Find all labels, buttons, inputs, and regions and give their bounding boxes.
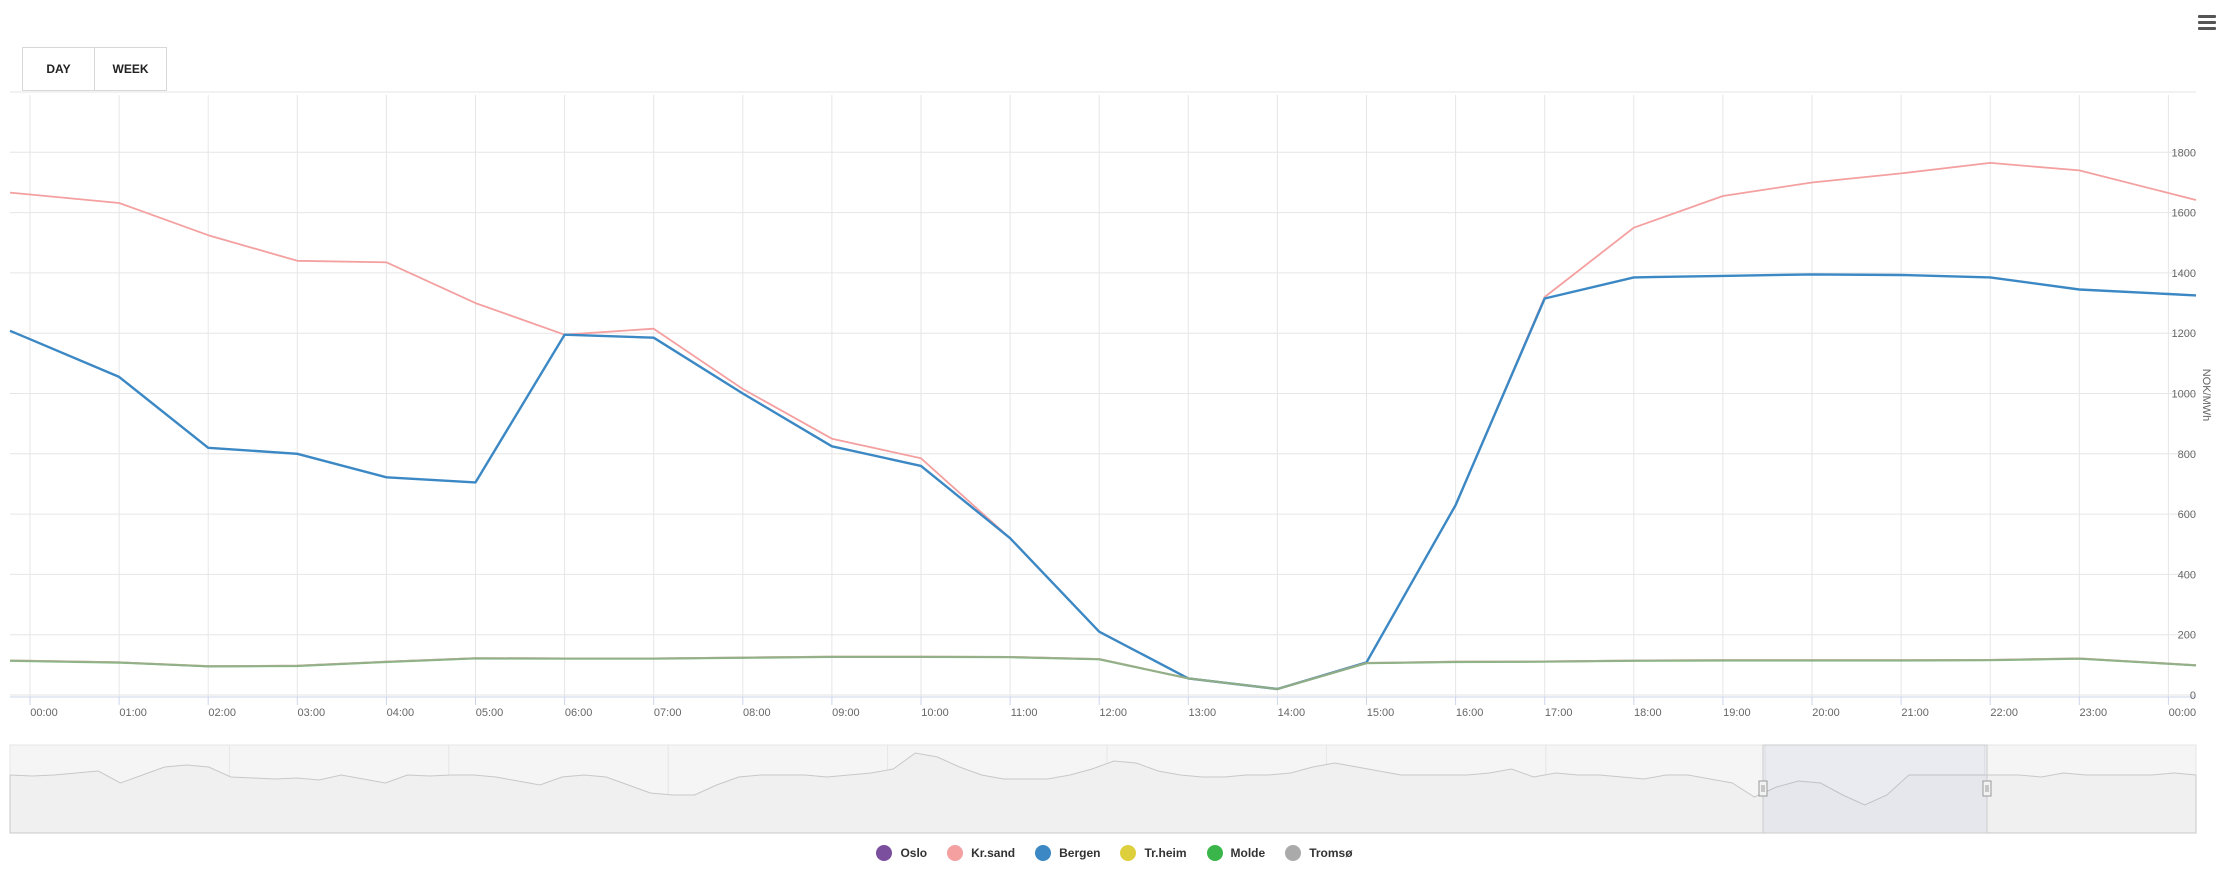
navigator[interactable]: 4 Jun5 Jun6 Jun7 Jun8 Jun9 Jun10 Jun11 J… (9, 744, 2197, 834)
series-line-krsand[interactable] (9, 161, 2197, 690)
legend-item-molde[interactable]: Molde (1206, 845, 1266, 861)
x-tick-label: 07:00 (654, 707, 682, 719)
day-button[interactable]: DAY (22, 47, 95, 91)
x-tick-label: 20:00 (1812, 707, 1840, 719)
legend-marker-icon (1120, 845, 1137, 861)
y-tick-label: 800 (2178, 449, 2196, 461)
x-tick-label: 01:00 (119, 707, 147, 719)
legend-label: Oslo (900, 846, 928, 860)
legend-label: Kr.sand (971, 846, 1016, 860)
x-tick-label: 06:00 (565, 707, 593, 719)
legend-label: Molde (1230, 846, 1266, 860)
x-tick-label: 11:00 (1011, 707, 1038, 719)
grid (10, 91, 2196, 697)
y-axis: 0 200 400 600 800 1000 1200 1400 1600 1800 (2172, 147, 2196, 702)
navigator-handle-right[interactable] (1982, 780, 1992, 797)
y-tick-label: 1000 (2172, 389, 2196, 401)
x-tick-label: 04:00 (387, 707, 415, 719)
series-line-bergen[interactable] (9, 273, 2197, 691)
x-tick-label: 16:00 (1456, 707, 1484, 719)
legend-item-oslo[interactable]: Oslo (876, 845, 927, 861)
y-tick-label: 1200 (2172, 328, 2196, 340)
y-tick-label: 1800 (2172, 147, 2196, 159)
x-tick-label: 03:00 (298, 707, 326, 719)
y-tick-label: 0 (2190, 690, 2196, 702)
legend-marker-icon (1285, 845, 1302, 861)
drag-handle-icon[interactable] (1982, 780, 1992, 797)
x-tick-label: 13:00 (1189, 707, 1217, 719)
x-tick-label: 00:00 (2169, 707, 2197, 719)
x-tick-label: 18:00 (1634, 707, 1662, 719)
x-tick-label: 23:00 (2080, 707, 2108, 719)
legend-item-troms[interactable]: Tromsø (1285, 845, 1353, 861)
navigator-selection[interactable] (1762, 744, 1988, 834)
hamburger-icon (2198, 15, 2216, 18)
navigator-handle-left[interactable] (1758, 780, 1768, 797)
x-tick-label: 02:00 (208, 707, 236, 719)
drag-handle-icon[interactable] (1758, 780, 1768, 797)
x-tick-label: 14:00 (1278, 707, 1306, 719)
legend-label: Tromsø (1309, 846, 1353, 860)
legend-marker-icon (1035, 845, 1052, 861)
legend-item-trheim[interactable]: Tr.heim (1120, 845, 1187, 861)
y-tick-label: 200 (2178, 630, 2196, 642)
x-axis: 00:00 01:00 02:00 03:00 04:00 05:00 06:00 07:00… (10, 696, 2197, 719)
x-tick-label: 19:00 (1723, 707, 1751, 719)
legend-item-krsand[interactable]: Kr.sand (947, 845, 1015, 861)
x-tick-label: 15:00 (1367, 707, 1395, 719)
y-tick-label: 1400 (2172, 268, 2196, 280)
y-tick-label: 1600 (2172, 208, 2196, 220)
legend-marker-icon (876, 845, 893, 861)
x-tick-label: 22:00 (1990, 707, 2018, 719)
x-tick-label: 21:00 (1901, 707, 1929, 719)
legend-marker-icon (1206, 845, 1223, 861)
hamburger-icon-bar (2198, 27, 2216, 30)
navigator-series-area (9, 752, 2197, 834)
x-tick-label: 17:00 (1545, 707, 1573, 719)
legend-marker-icon (947, 845, 964, 861)
week-button[interactable]: WEEK (95, 47, 167, 91)
legend-item-bergen[interactable]: Bergen (1035, 845, 1100, 861)
x-tick-label: 05:00 (476, 707, 504, 719)
x-tick-label: 00:00 (30, 707, 58, 719)
chart-menu-button[interactable] (2196, 12, 2218, 34)
series-line-molde[interactable] (9, 656, 2197, 690)
y-tick-label: 400 (2178, 569, 2196, 581)
legend-label: Tr.heim (1144, 846, 1187, 860)
range-selector: DAY WEEK (22, 47, 167, 91)
y-tick-label: 600 (2178, 509, 2196, 521)
series-line-troms[interactable] (9, 655, 2197, 690)
hamburger-icon-bar (2198, 21, 2216, 24)
x-tick-label: 09:00 (832, 707, 860, 719)
y-axis-title: NOK/MWh (2200, 369, 2212, 422)
x-tick-label: 08:00 (743, 707, 771, 719)
x-tick-label: 10:00 (921, 707, 949, 719)
x-tick-label: 12:00 (1099, 707, 1127, 719)
legend: Oslo Kr.sand Bergen Tr.heim Molde Tromsø (0, 845, 2229, 861)
legend-label: Bergen (1059, 846, 1101, 860)
series-lines (9, 161, 2197, 691)
